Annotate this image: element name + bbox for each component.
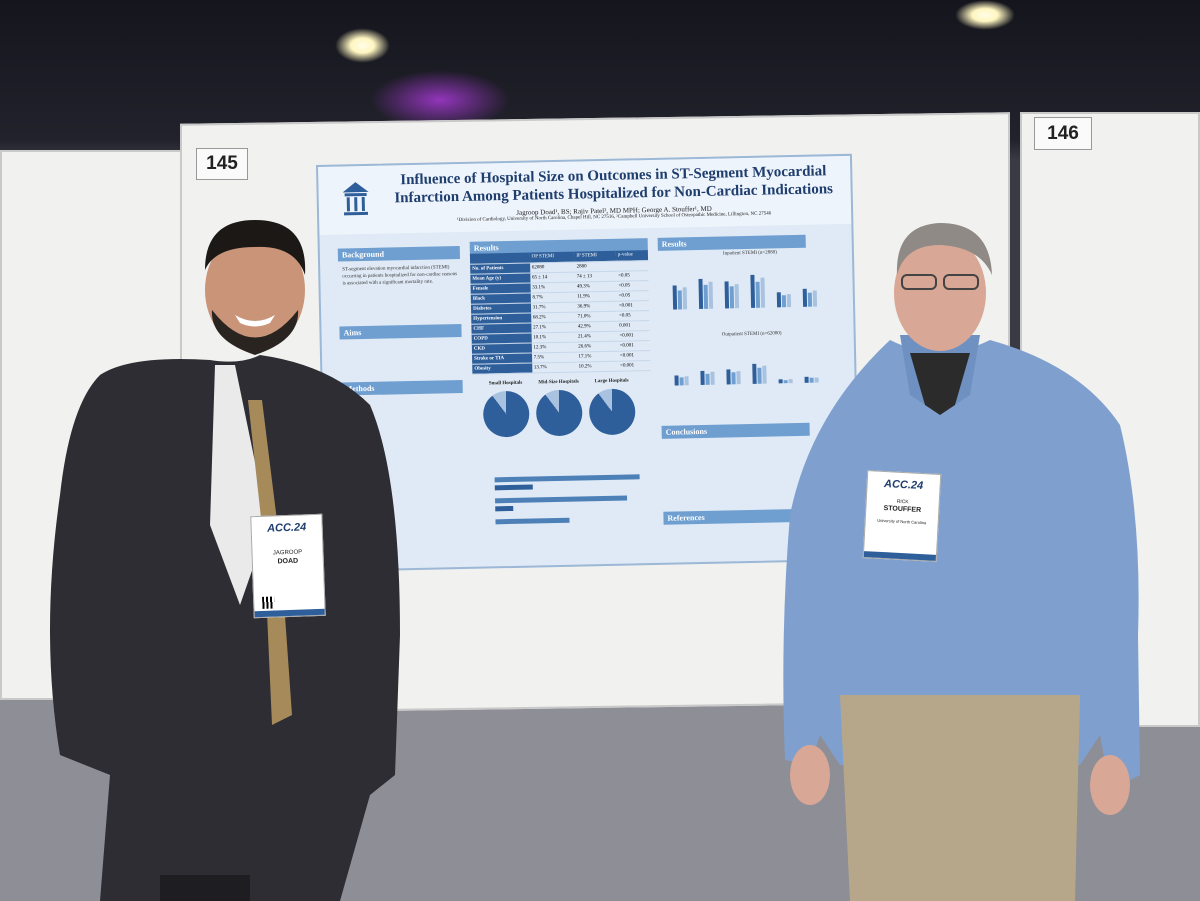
chart-bar — [726, 369, 731, 385]
chart-bar — [729, 286, 735, 309]
table-cell: <0.001 — [617, 330, 650, 341]
hbar — [495, 505, 514, 512]
booth-number-text: 146 — [1047, 122, 1079, 144]
chart-bar — [682, 287, 688, 310]
pie-chart-mid — [535, 389, 583, 437]
chart-bar — [679, 377, 684, 386]
table-cell: <0.05 — [616, 270, 649, 281]
chart-bar — [755, 281, 761, 308]
table-cell: 10.2% — [576, 360, 619, 372]
chart-bar — [757, 367, 762, 384]
badge-organization: University of North Carolina — [877, 517, 927, 526]
table-cell: <0.05 — [616, 310, 650, 321]
chart-bar — [731, 372, 736, 385]
table-cell: 0.001 — [617, 320, 650, 331]
table-cell: <0.05 — [616, 280, 649, 291]
chart-bar — [736, 370, 741, 385]
badge-first-name: JAGROOP — [272, 549, 303, 557]
research-poster: Influence of Hospital Size on Outcomes i… — [316, 153, 861, 572]
ceiling-light — [335, 28, 390, 63]
person-right — [783, 223, 1140, 901]
chart-bar — [760, 277, 766, 308]
pie-label: Mid-Size Hospitals — [538, 379, 579, 386]
demographics-table: OP STEMI IP STEMI p-value No. of Patients 62… — [469, 250, 651, 374]
pie-chart-small — [482, 390, 530, 438]
chart-bar — [750, 274, 756, 308]
ceiling-light — [955, 0, 1015, 30]
hbar — [495, 495, 628, 504]
chart-bar — [734, 283, 740, 309]
table-cell: 13.7% — [531, 361, 577, 373]
chart-bar — [674, 375, 679, 386]
hbar — [495, 517, 570, 525]
badge-stripe — [254, 608, 325, 618]
badge-brand: ACC.24 — [883, 478, 924, 493]
badge-qr-icon — [262, 596, 275, 609]
pie-label: Large Hospitals — [594, 378, 629, 385]
chart-bar — [752, 363, 757, 384]
table-cell: <0.001 — [617, 340, 650, 351]
chart-bar — [700, 370, 705, 385]
table-cell — [615, 260, 649, 271]
hbar — [494, 484, 533, 491]
name-badge-left: ACC.24 JAGROOP DOAD — [250, 513, 326, 619]
unc-logo-icon — [342, 182, 369, 216]
chart-bar — [762, 365, 767, 384]
booth-number-text: 145 — [206, 153, 238, 174]
pie-chart-large — [588, 388, 636, 436]
hbar — [494, 474, 640, 483]
chart-bar — [698, 278, 704, 310]
chart-bar — [703, 284, 709, 309]
pie-label: Small Hospitals — [488, 380, 523, 387]
chart-bar — [677, 290, 683, 310]
chart-bar — [724, 281, 730, 309]
chart-bar — [710, 372, 715, 385]
chart-bar — [672, 285, 678, 310]
table-cell: Obesity — [472, 362, 533, 374]
table-cell: <0.001 — [617, 350, 651, 361]
chart-bar — [708, 281, 714, 309]
badge-last-name: DOAD — [277, 557, 299, 566]
table-header-cell: p-value — [615, 250, 649, 261]
name-badge-right: ACC.24 RICK STOUFFER University of North… — [862, 470, 942, 562]
booth-number-146: 146 — [1034, 117, 1092, 150]
chart-bar — [684, 376, 689, 386]
table-cell: <0.001 — [616, 300, 650, 311]
badge-brand: ACC.24 — [266, 521, 307, 535]
chart-bar — [705, 373, 710, 385]
table-cell: <0.001 — [617, 360, 651, 371]
booth-number-145: 145 — [196, 148, 248, 180]
person-left — [50, 220, 400, 901]
table-cell: <0.05 — [616, 290, 649, 301]
